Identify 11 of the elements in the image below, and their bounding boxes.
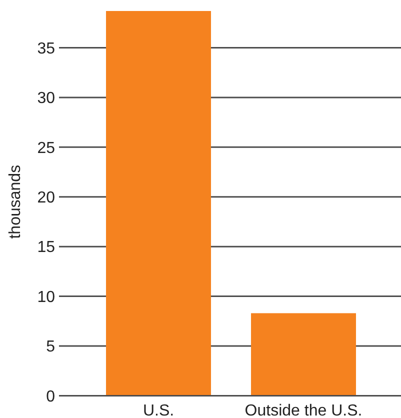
y-axis-title: thousands [7,164,24,239]
y-tick-label: 35 [37,40,56,58]
y-tick-label: 5 [46,338,56,356]
y-tick-label: 10 [37,288,56,306]
y-tick-label: 15 [37,239,56,256]
x-tick-label: U.S. [142,402,174,418]
x-tick-label: Outside the U.S. [244,402,362,418]
y-tick-label: 25 [37,140,56,157]
y-tick-label: 20 [37,189,56,206]
y-tick-label: 30 [37,90,56,108]
y-tick-label: 0 [46,388,56,406]
